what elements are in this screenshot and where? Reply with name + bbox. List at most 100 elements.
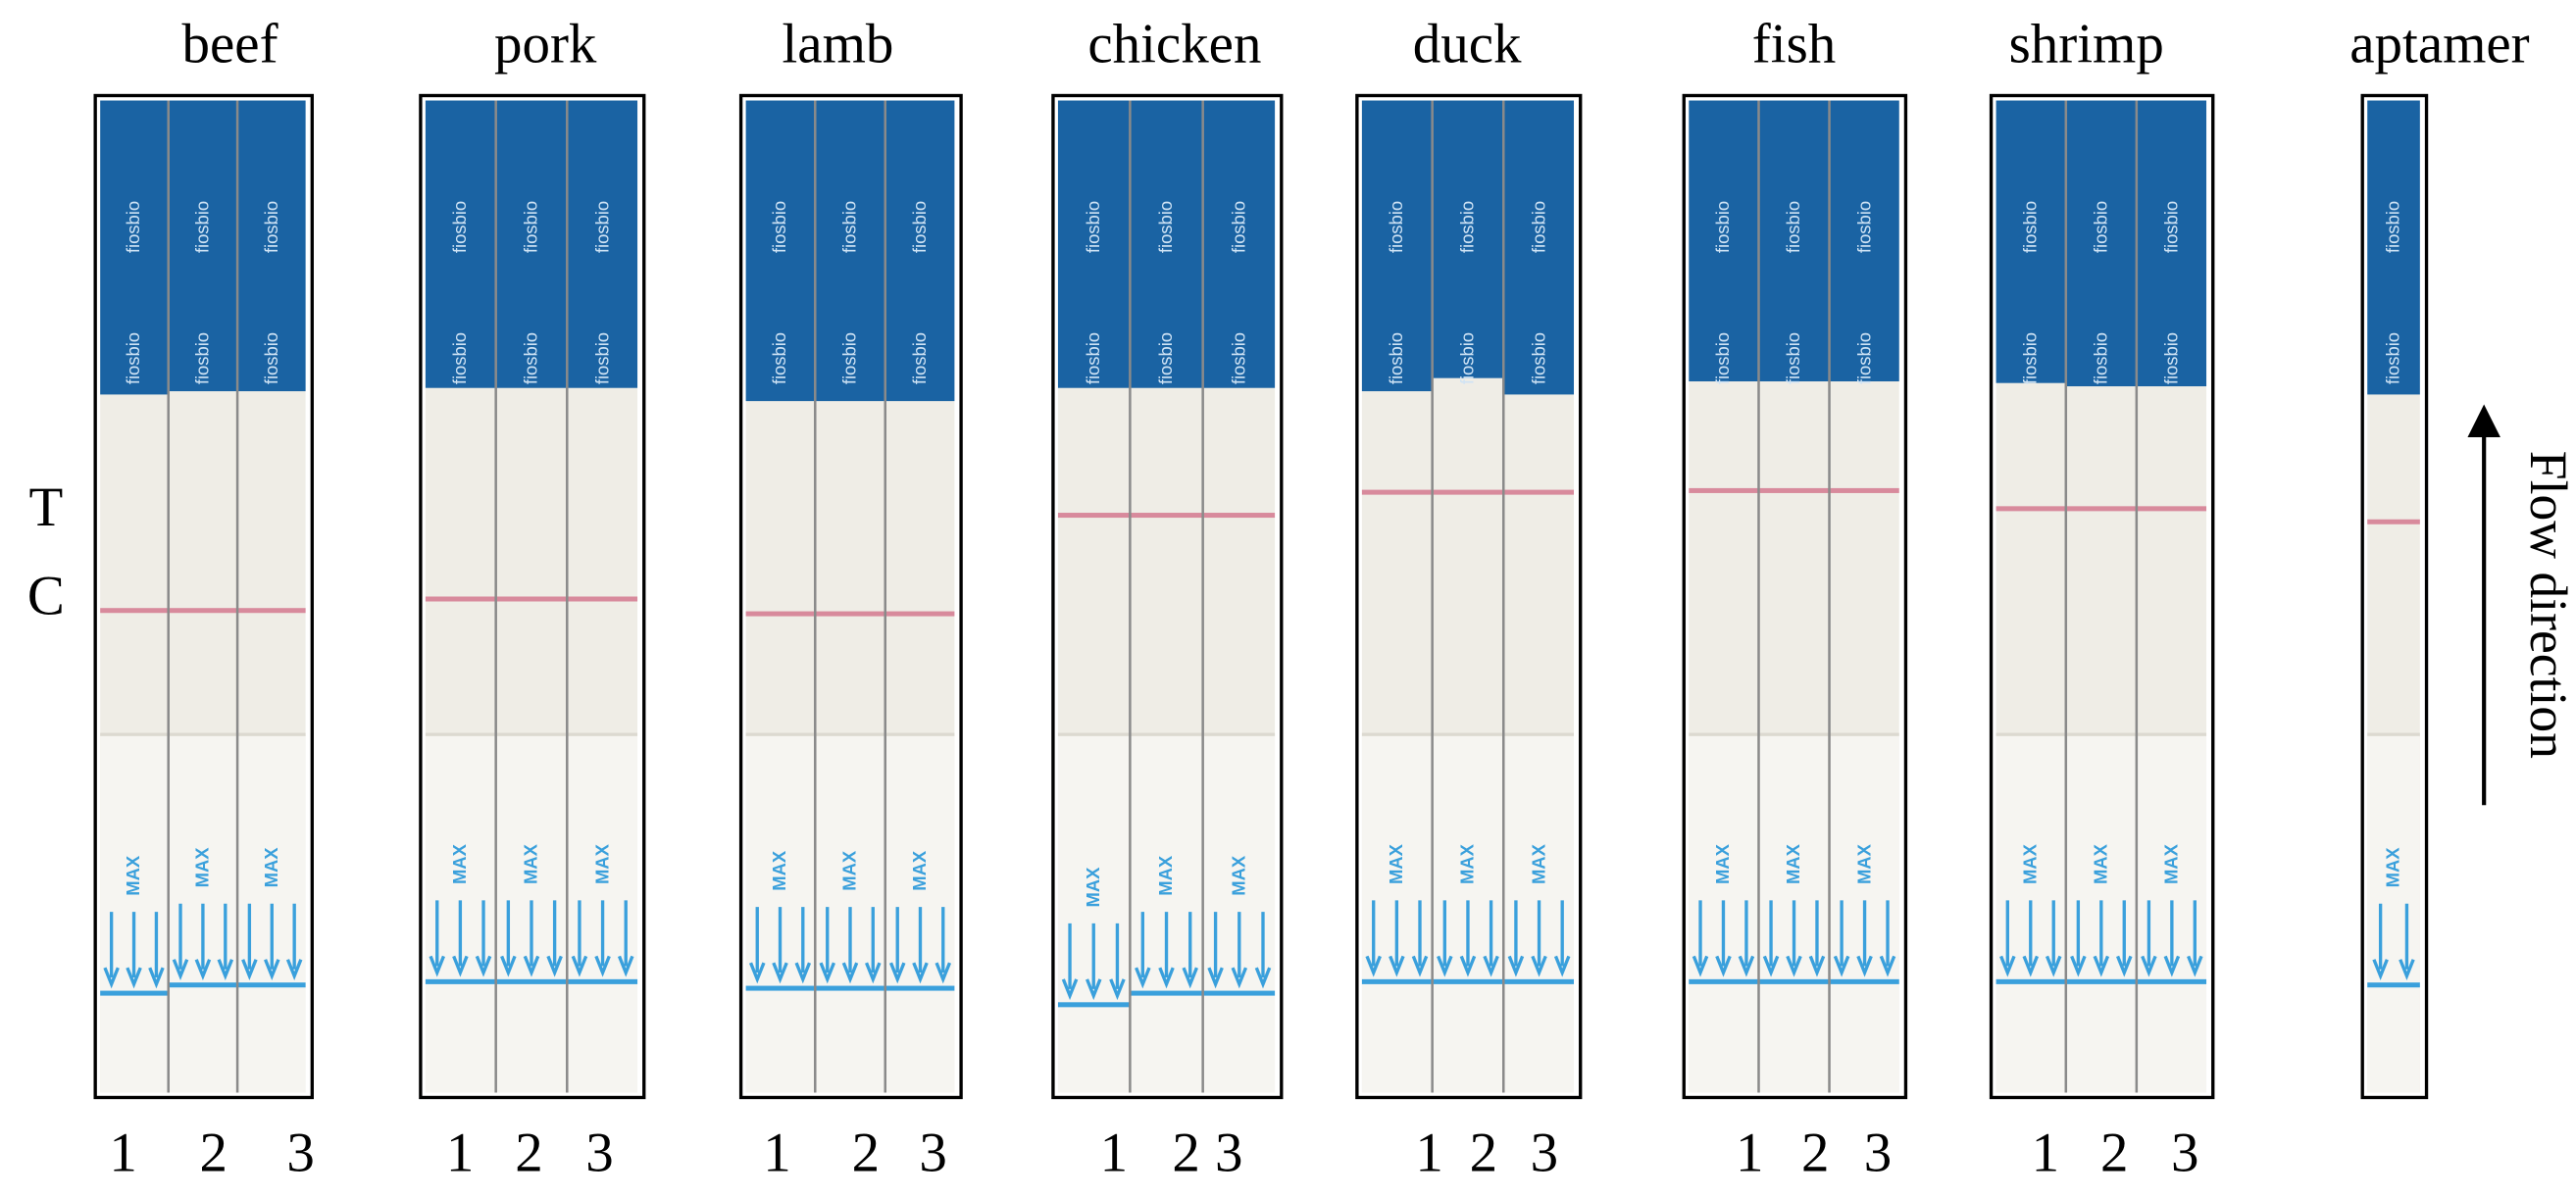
strip-number: 1 [763, 1123, 790, 1184]
strip-pad-edge [568, 732, 638, 736]
group-label: fish [1752, 14, 1836, 75]
strip-arrow-head [1207, 967, 1224, 989]
strip-brand: fiosbio [192, 201, 213, 253]
strip-arrow-head [1061, 978, 1079, 1001]
strip-pad-edge [237, 732, 306, 736]
strip-arrow-head [1437, 955, 1453, 977]
strip-brand: fiosbio [909, 201, 930, 253]
strip-test-line [1759, 487, 1829, 493]
strip-arrow-head [888, 962, 906, 984]
strip-brand: fiosbio [1457, 201, 1478, 253]
strip-lower [2367, 735, 2420, 1093]
strip-brand: fiosbio [449, 201, 470, 253]
group-label: lamb [782, 14, 893, 75]
strip-pad-edge [1504, 732, 1575, 736]
strip-blue [1830, 100, 1899, 382]
strip-max: MAX [1853, 843, 1874, 884]
strip-test-line [169, 608, 237, 614]
strip-arrow-head [2045, 955, 2062, 977]
strip-arrow-head [1999, 955, 2016, 977]
strip-brand: fiosbio [769, 332, 789, 384]
strip-brand: fiosbio [1083, 332, 1103, 384]
strip-pad-edge [2066, 732, 2136, 736]
strip-max-line [1504, 978, 1575, 984]
strip-arrow-head [1459, 955, 1477, 977]
strip-pad-edge [1361, 732, 1432, 736]
strip-max-line [1759, 978, 1829, 984]
strip-pad-edge [2367, 732, 2420, 736]
group-label: aptamer [2349, 14, 2529, 75]
strip-test-line [816, 611, 884, 617]
strip-arrow-head [1856, 955, 1873, 977]
strip-blue [1504, 100, 1575, 395]
strip-max: MAX [1528, 843, 1548, 884]
strip-brand: fiosbio [123, 332, 143, 384]
strip-test-line [1830, 487, 1899, 493]
strip-arrow-head [285, 959, 303, 981]
strip-arrow-head [148, 967, 165, 989]
strip-arrow-head [2070, 955, 2087, 977]
strip-arrow-head [1085, 978, 1102, 1001]
strip-blue [1759, 100, 1829, 382]
strip-arrow-head [103, 967, 120, 989]
strip-arrow-head [617, 955, 634, 977]
strip-pad-edge [1203, 732, 1276, 736]
strip-pad-edge [100, 732, 168, 736]
strip-max: MAX [261, 847, 281, 888]
strip-max: MAX [1783, 843, 1803, 884]
strip-arrow-head [1389, 955, 1405, 977]
strip-max-line [1131, 990, 1202, 996]
strip-arrow-head [2022, 955, 2040, 977]
strip-brand: fiosbio [449, 332, 470, 384]
strip-number: 3 [585, 1123, 613, 1184]
strip-blue [2137, 100, 2207, 387]
strip-max: MAX [1457, 843, 1478, 884]
strip-test-line [1995, 506, 2065, 512]
strip-brand: fiosbio [2383, 201, 2403, 253]
strip-brand: fiosbio [1783, 201, 1803, 253]
strip-arrow-head [1411, 955, 1429, 977]
strip-pad-edge [169, 732, 237, 736]
strip-number: 1 [1736, 1123, 1763, 1184]
strip-max-line [1057, 1002, 1130, 1008]
strip-number: 3 [1215, 1123, 1242, 1184]
group-label: pork [494, 14, 597, 75]
strip-max: MAX [1155, 855, 1176, 896]
strip-test-line [1689, 487, 1758, 493]
strip-blue [885, 100, 955, 402]
strip-brand: fiosbio [521, 201, 541, 253]
c-label: C [27, 566, 65, 627]
strip-brand: fiosbio [1457, 332, 1478, 384]
strip-arrow-head [2163, 955, 2181, 977]
strip-arrow-head [1135, 967, 1151, 989]
strip-pad-edge [816, 732, 884, 736]
strip-number: 3 [1531, 1123, 1558, 1184]
strip-brand: fiosbio [521, 332, 541, 384]
strip-test-line [2137, 506, 2207, 512]
strip-arrow-head [594, 955, 611, 977]
strip-pad-edge [1433, 732, 1503, 736]
strip-pad-edge [1995, 732, 2065, 736]
strip-arrow-head [1808, 955, 1826, 977]
strip-max-line [1361, 978, 1432, 984]
strip-arrow-head [546, 955, 563, 977]
strip-brand: fiosbio [1155, 332, 1176, 384]
strip-brand: fiosbio [1712, 332, 1733, 384]
strip-max-line [885, 985, 955, 991]
strip-max: MAX [2383, 847, 2403, 888]
strip-brand: fiosbio [839, 201, 860, 253]
strip-arrow-head [264, 959, 280, 981]
strip-blue [1361, 100, 1432, 392]
strip-arrow-head [500, 955, 517, 977]
strip-arrow-head [912, 962, 929, 984]
strip-test-line [237, 608, 306, 614]
strip-max: MAX [769, 850, 789, 891]
strip-blue [1433, 100, 1503, 378]
strip-pad-edge [1759, 732, 1829, 736]
strip-number: 2 [852, 1123, 880, 1184]
strip-test-line [1361, 489, 1432, 495]
strip-arrow-head [241, 959, 258, 981]
strip-brand: fiosbio [909, 332, 930, 384]
group-label: chicken [1087, 14, 1261, 75]
strip-blue [745, 100, 815, 402]
